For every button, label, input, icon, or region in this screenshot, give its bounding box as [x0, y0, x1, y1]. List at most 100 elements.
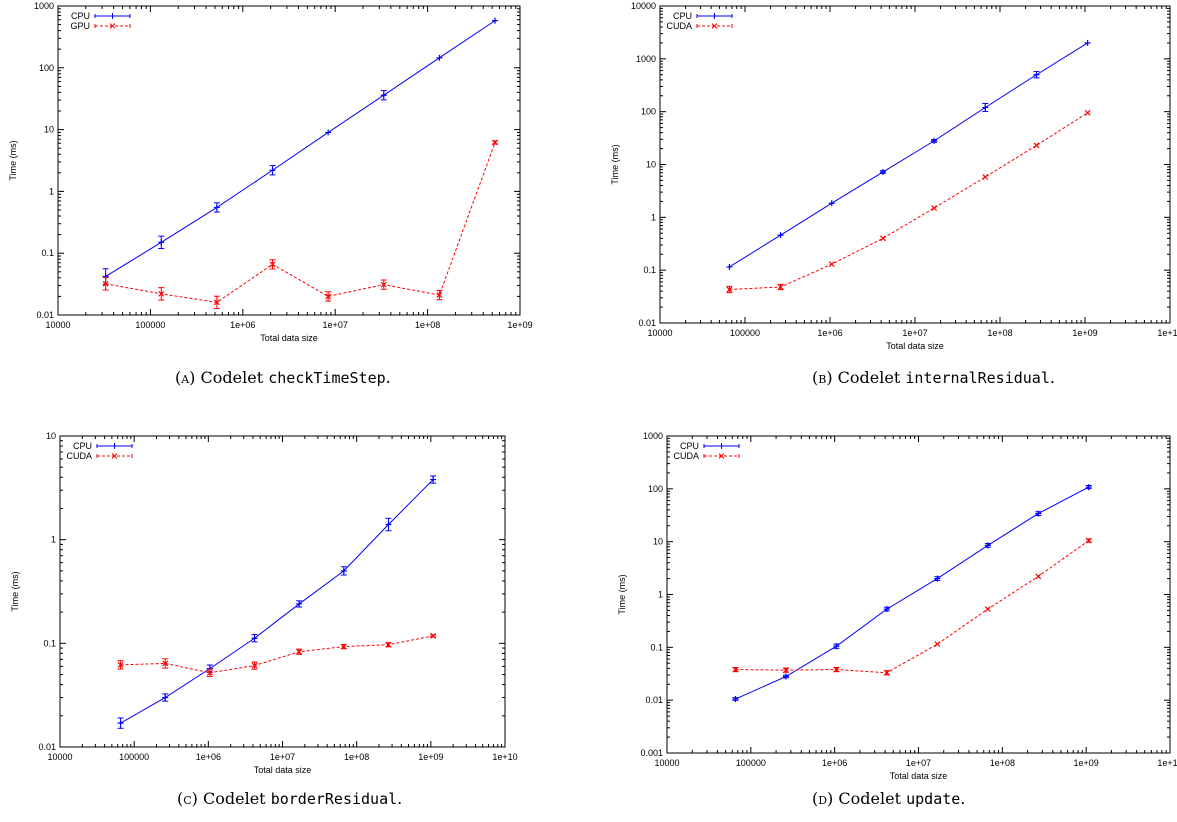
- y-axis-label: Time (ms): [617, 574, 627, 614]
- data-point-cpu: [833, 643, 840, 650]
- data-point-cuda: [162, 660, 169, 667]
- caption-code: borderResidual: [270, 790, 398, 808]
- caption-b: (b) Codelet internalResidual.: [812, 368, 1055, 387]
- caption-end: .: [960, 789, 966, 808]
- legend-marker: [711, 23, 718, 29]
- caption-text: Codelet: [837, 368, 901, 387]
- x-tick-label: 1e+08: [344, 752, 369, 762]
- data-point-cuda: [296, 648, 303, 655]
- x-tick-label: 1e+07: [323, 320, 348, 330]
- data-point-cuda: [833, 666, 840, 673]
- x-axis-label: Total data size: [260, 333, 318, 343]
- x-tick-label: 1e+08: [987, 328, 1012, 338]
- data-point-cuda: [251, 662, 258, 669]
- y-tick-label: 1: [658, 590, 663, 600]
- data-point-cpu: [162, 694, 169, 701]
- legend-marker: [109, 23, 116, 29]
- x-tick-label: 1e+10: [492, 752, 517, 762]
- y-tick-label: 10: [44, 125, 54, 135]
- data-point-gpu: [380, 281, 387, 288]
- chart-borderresidual: 10000 100000 1e+06 1e+07 1e+08 1e+09 1e+10 0.01…: [10, 431, 518, 775]
- data-point-cpu: [726, 263, 733, 270]
- data-point-cuda: [777, 284, 784, 290]
- data-point-cpu: [380, 92, 387, 99]
- data-point-cuda: [934, 641, 941, 648]
- legend-label-gpu: GPU: [70, 21, 90, 31]
- chart-panel-c: 10000 100000 1e+06 1e+07 1e+08 1e+09 1e+10 0.01…: [0, 420, 580, 822]
- x-tick-label: 1e+08: [990, 758, 1015, 768]
- data-point-cpu: [828, 200, 835, 207]
- caption-end: .: [397, 789, 403, 808]
- data-point-cpu: [213, 204, 220, 211]
- series-line-cuda: [729, 112, 1088, 291]
- legend-label-cpu: CPU: [71, 11, 90, 21]
- legend-marker: [111, 453, 118, 459]
- x-tick-label: 1e+10: [1157, 328, 1177, 338]
- legend-label-cuda: CUDA: [66, 451, 92, 461]
- data-point-cuda: [117, 661, 124, 668]
- series-line-cpu: [120, 479, 434, 724]
- x-tick-label: 1e+07: [902, 328, 927, 338]
- x-tick-label: 10000: [47, 752, 72, 762]
- data-point-cpu: [777, 232, 784, 239]
- caption-c: (c) Codelet borderResidual.: [177, 789, 402, 808]
- legend-marker: [111, 443, 118, 449]
- data-point-cuda: [340, 643, 347, 650]
- y-tick-label: 1: [49, 186, 54, 196]
- x-axis-label: Total data size: [886, 341, 944, 351]
- chart-panel-a: 10000 100000 1e+06 1e+07 1e+08 1e+09 0.01 0.1 1 1…: [0, 0, 580, 395]
- caption-end: .: [1049, 368, 1055, 387]
- y-tick-label: 1000: [636, 54, 656, 64]
- data-point-gpu: [436, 292, 443, 299]
- data-point-cpu: [269, 167, 276, 174]
- data-point-cpu: [1035, 510, 1042, 517]
- chart-update: 10000 100000 1e+06 1e+07 1e+08 1e+09 1e+10 0.00…: [617, 431, 1177, 781]
- data-point-gpu: [269, 261, 276, 268]
- chart-checktimestep: 10000 100000 1e+06 1e+07 1e+08 1e+09 0.01 0.1 1 1…: [8, 1, 533, 343]
- y-axis-label: Time (ms): [10, 571, 20, 611]
- plot-frame: [57, 5, 521, 316]
- data-point-cuda: [828, 261, 835, 268]
- data-point-cpu: [325, 129, 332, 136]
- x-axis-label: Total data size: [890, 771, 948, 781]
- y-tick-label: 1000: [34, 1, 54, 11]
- y-tick-label: 0.1: [650, 642, 663, 652]
- x-tick-label: 1e+06: [817, 328, 842, 338]
- data-point-cpu: [385, 521, 392, 528]
- y-tick-label: 100: [641, 107, 656, 117]
- data-point-cuda: [984, 606, 991, 612]
- caption-tag: (a): [175, 368, 196, 387]
- x-tick-label: 10000: [647, 328, 672, 338]
- data-point-cuda: [982, 174, 989, 180]
- data-point-cpu: [883, 606, 890, 613]
- caption-code: update: [906, 790, 961, 808]
- x-tick-label: 10000: [45, 320, 70, 330]
- data-point-gpu: [325, 293, 332, 300]
- data-point-cpu: [879, 169, 886, 176]
- x-tick-label: 100000: [730, 328, 760, 338]
- y-tick-label: 0.01: [36, 310, 54, 320]
- legend-label-cpu: CPU: [673, 11, 692, 21]
- y-tick-label: 0.1: [43, 638, 56, 648]
- caption-tag: (c): [177, 789, 198, 808]
- data-point-cuda: [1035, 573, 1042, 580]
- x-tick-label: 100000: [119, 752, 149, 762]
- y-tick-label: 10: [646, 160, 656, 170]
- x-tick-label: 1e+09: [1074, 758, 1099, 768]
- legend-marker: [718, 453, 725, 459]
- data-point-cpu: [931, 137, 938, 144]
- data-point-cuda: [385, 641, 392, 648]
- x-tick-label: 1e+07: [906, 758, 931, 768]
- plot-frame: [659, 5, 1171, 324]
- y-tick-label: 100: [648, 484, 663, 494]
- data-point-cuda: [206, 669, 213, 676]
- y-axis-label: Time (ms): [610, 144, 620, 184]
- data-point-cpu: [1084, 39, 1091, 46]
- caption-tag: (b): [812, 368, 833, 387]
- series-line-cuda: [120, 635, 434, 674]
- y-tick-label: 0.001: [640, 748, 663, 758]
- y-tick-label: 1: [651, 212, 656, 222]
- y-tick-label: 0.01: [638, 318, 656, 328]
- x-tick-label: 1e+09: [1072, 328, 1097, 338]
- series-line-cpu: [735, 486, 1089, 700]
